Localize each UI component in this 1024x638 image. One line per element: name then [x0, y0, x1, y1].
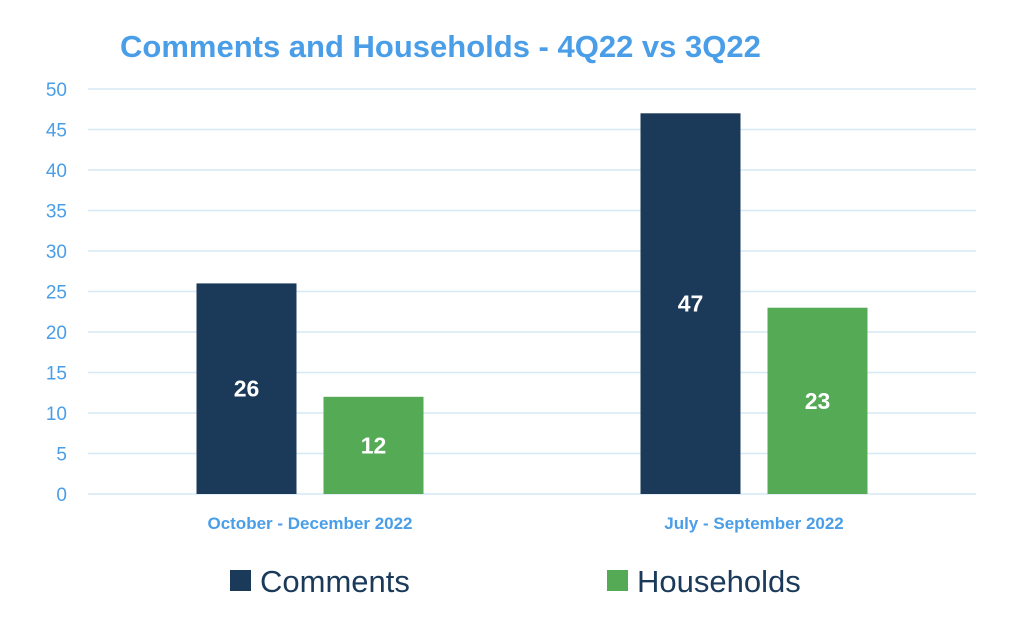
bar-households-1	[323, 396, 424, 494]
chart-title: Comments and Households - 4Q22 vs 3Q22	[120, 29, 761, 64]
y-tick-label-50: 50	[46, 80, 67, 101]
y-tick-label-30: 30	[46, 242, 67, 263]
data-label-comments-2: 47	[678, 291, 704, 317]
legend-label-comments: Comments	[260, 564, 410, 599]
legend-swatch-households	[607, 570, 628, 591]
y-tick-label-10: 10	[46, 404, 67, 425]
bars	[196, 113, 868, 495]
y-tick-label-20: 20	[46, 323, 67, 344]
y-tick-label-35: 35	[46, 202, 67, 223]
data-labels: 26 12 47 23	[234, 291, 831, 459]
legend-swatch-comments	[230, 570, 251, 591]
bar-comments-1	[196, 283, 297, 494]
x-axis-ticks: October - December 2022 July - September …	[207, 514, 843, 533]
legend: Comments Households	[230, 564, 801, 599]
y-axis-ticks: 0 5 10 15 20 25 30 35 40 45 50	[46, 80, 67, 506]
y-tick-label-45: 45	[46, 121, 67, 142]
data-label-households-1: 12	[361, 432, 387, 458]
x-tick-label-1: October - December 2022	[207, 514, 412, 533]
bar-comments-2	[640, 113, 741, 495]
data-label-comments-1: 26	[234, 376, 260, 402]
x-tick-label-2: July - September 2022	[664, 514, 844, 533]
legend-label-households: Households	[637, 564, 801, 599]
data-label-households-2: 23	[805, 388, 831, 414]
bar-households-2	[767, 307, 868, 494]
y-tick-label-5: 5	[56, 445, 67, 466]
y-tick-label-0: 0	[56, 485, 67, 506]
y-tick-label-15: 15	[46, 364, 67, 385]
y-tick-label-25: 25	[46, 283, 67, 304]
y-tick-label-40: 40	[46, 161, 67, 182]
